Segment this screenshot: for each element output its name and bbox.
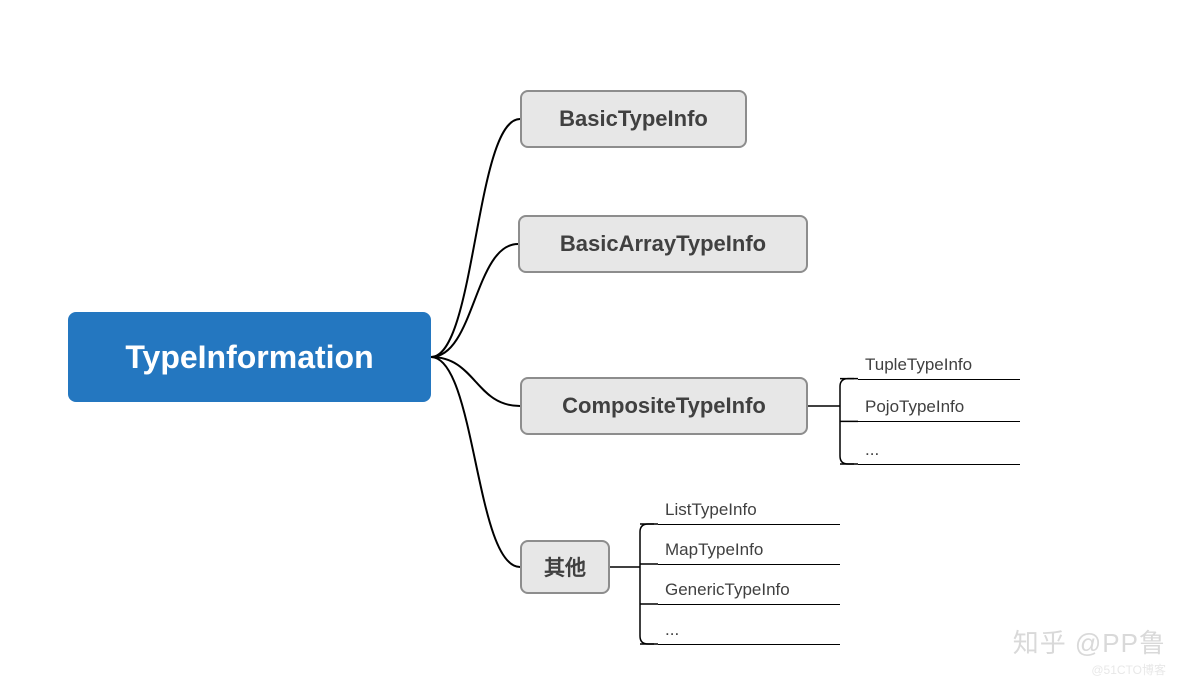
child-label-comp: CompositeTypeInfo (562, 393, 766, 419)
leaf-comp-1: PojoTypeInfo (865, 397, 964, 417)
edge-root-array (431, 244, 518, 357)
child-node-comp: CompositeTypeInfo (520, 377, 808, 435)
watermark-sub: @51CTO博客 (1091, 661, 1166, 678)
leaf-comp-2: ... (865, 440, 879, 460)
leaf-underline-comp-2 (858, 464, 1020, 465)
watermark-main: 知乎 @PP鲁 (1013, 623, 1166, 660)
child-label-array: BasicArrayTypeInfo (560, 231, 766, 257)
leaf-underline-other-2 (658, 604, 840, 605)
root-node-typeinformation: TypeInformation (68, 312, 431, 402)
child-label-other: 其他 (544, 552, 586, 582)
leaf-other-0: ListTypeInfo (665, 500, 757, 520)
bracket-other (640, 524, 654, 644)
leaf-underline-other-0 (658, 524, 840, 525)
edge-root-basic (431, 119, 520, 357)
leaf-underline-other-1 (658, 564, 840, 565)
leaf-other-1: MapTypeInfo (665, 540, 763, 560)
root-label: TypeInformation (125, 339, 373, 376)
edge-root-other (431, 357, 520, 567)
leaf-underline-comp-0 (858, 379, 1020, 380)
child-label-basic: BasicTypeInfo (559, 106, 708, 132)
child-node-other: 其他 (520, 540, 610, 594)
leaf-underline-other-3 (658, 644, 840, 645)
leaf-underline-comp-1 (858, 421, 1020, 422)
bracket-comp (840, 379, 854, 464)
child-node-array: BasicArrayTypeInfo (518, 215, 808, 273)
child-node-basic: BasicTypeInfo (520, 90, 747, 148)
leaf-other-3: ... (665, 620, 679, 640)
leaf-other-2: GenericTypeInfo (665, 580, 790, 600)
leaf-comp-0: TupleTypeInfo (865, 355, 972, 375)
edge-root-comp (431, 357, 520, 406)
